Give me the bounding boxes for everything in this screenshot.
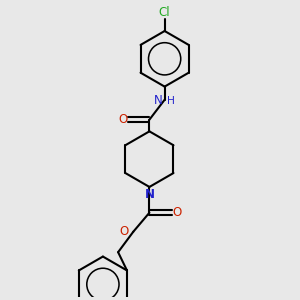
Text: Cl: Cl [159,6,170,19]
Text: H: H [167,96,175,106]
Text: O: O [173,206,182,219]
Text: N: N [154,94,163,107]
Text: O: O [119,225,128,238]
Text: N: N [144,188,154,200]
Text: O: O [118,113,128,126]
